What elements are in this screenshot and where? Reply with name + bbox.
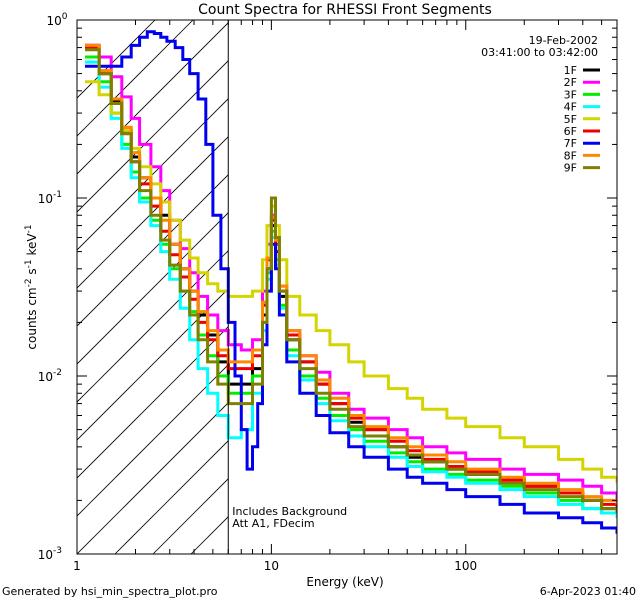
legend-label-1F: 1F — [564, 64, 577, 77]
attenuator-hatch-region — [77, 20, 229, 554]
hatch-line — [114, 440, 229, 554]
series-layer — [85, 30, 617, 534]
legend-label-9F: 9F — [564, 162, 577, 175]
y-label-exp2: -1 — [24, 259, 34, 268]
y-label-mid2: keV — [25, 233, 39, 260]
x-tick-label: 10 — [264, 559, 279, 573]
chart-title: Count Spectra for RHESSI Front Segments — [198, 2, 492, 18]
y-axis-label: counts cm-2 s-1 keV-1 — [24, 224, 39, 349]
y-label-mid: s — [25, 268, 39, 278]
hatch-line — [77, 364, 229, 517]
hatch-line — [77, 22, 229, 175]
x-tick-labels: 1 10 100 — [73, 559, 477, 573]
legend-label-6F: 6F — [564, 125, 577, 138]
y-tick-label: 10-2 — [38, 368, 62, 384]
x-tick-label: 100 — [454, 559, 477, 573]
y-tick-label: 10-3 — [38, 546, 62, 562]
y-tick-label: 100 — [46, 12, 67, 28]
hatch-line — [77, 250, 229, 403]
legend-label-5F: 5F — [564, 113, 577, 126]
hatch-line — [77, 60, 229, 213]
annotation-line: Att A1, FDecim — [232, 517, 314, 530]
legend-label-3F: 3F — [564, 88, 577, 101]
y-tick-labels: 100 10-1 10-2 10-3 — [38, 12, 68, 562]
x-tick-label: 1 — [73, 559, 81, 573]
plot-background — [77, 20, 617, 554]
hatch-line — [77, 20, 194, 137]
y-label-exp1: -2 — [24, 278, 34, 287]
hatch-line — [77, 402, 229, 554]
hatch-line — [77, 326, 229, 479]
legend-label-8F: 8F — [564, 149, 577, 162]
y-label-base: counts cm — [25, 287, 39, 349]
hatch-line — [77, 98, 229, 251]
date-label: 19-Feb-2002 — [529, 34, 598, 47]
legend-label-7F: 7F — [564, 137, 577, 150]
hatch-line — [77, 136, 229, 289]
timestamp-label: 6-Apr-2023 01:40 — [540, 585, 636, 598]
legend-label-4F: 4F — [564, 101, 577, 114]
hatch-line — [77, 212, 229, 365]
series-line-5F — [85, 80, 617, 484]
y-label-exp3: -1 — [24, 224, 34, 233]
hatch-line — [77, 174, 229, 327]
plot-frame — [76, 19, 618, 555]
series-line-7F — [85, 30, 617, 534]
time-range-label: 03:41:00 to 03:42:00 — [481, 46, 598, 59]
y-tick-label: 10-1 — [38, 190, 62, 206]
series-line-9F — [85, 48, 617, 513]
annotation-line: Includes Background — [232, 505, 347, 518]
legend-label-2F: 2F — [564, 76, 577, 89]
generated-by-label: Generated by hsi_min_spectra_plot.pro — [2, 585, 218, 598]
series-line-8F — [85, 43, 617, 505]
x-axis-label: Energy (keV) — [306, 575, 383, 589]
